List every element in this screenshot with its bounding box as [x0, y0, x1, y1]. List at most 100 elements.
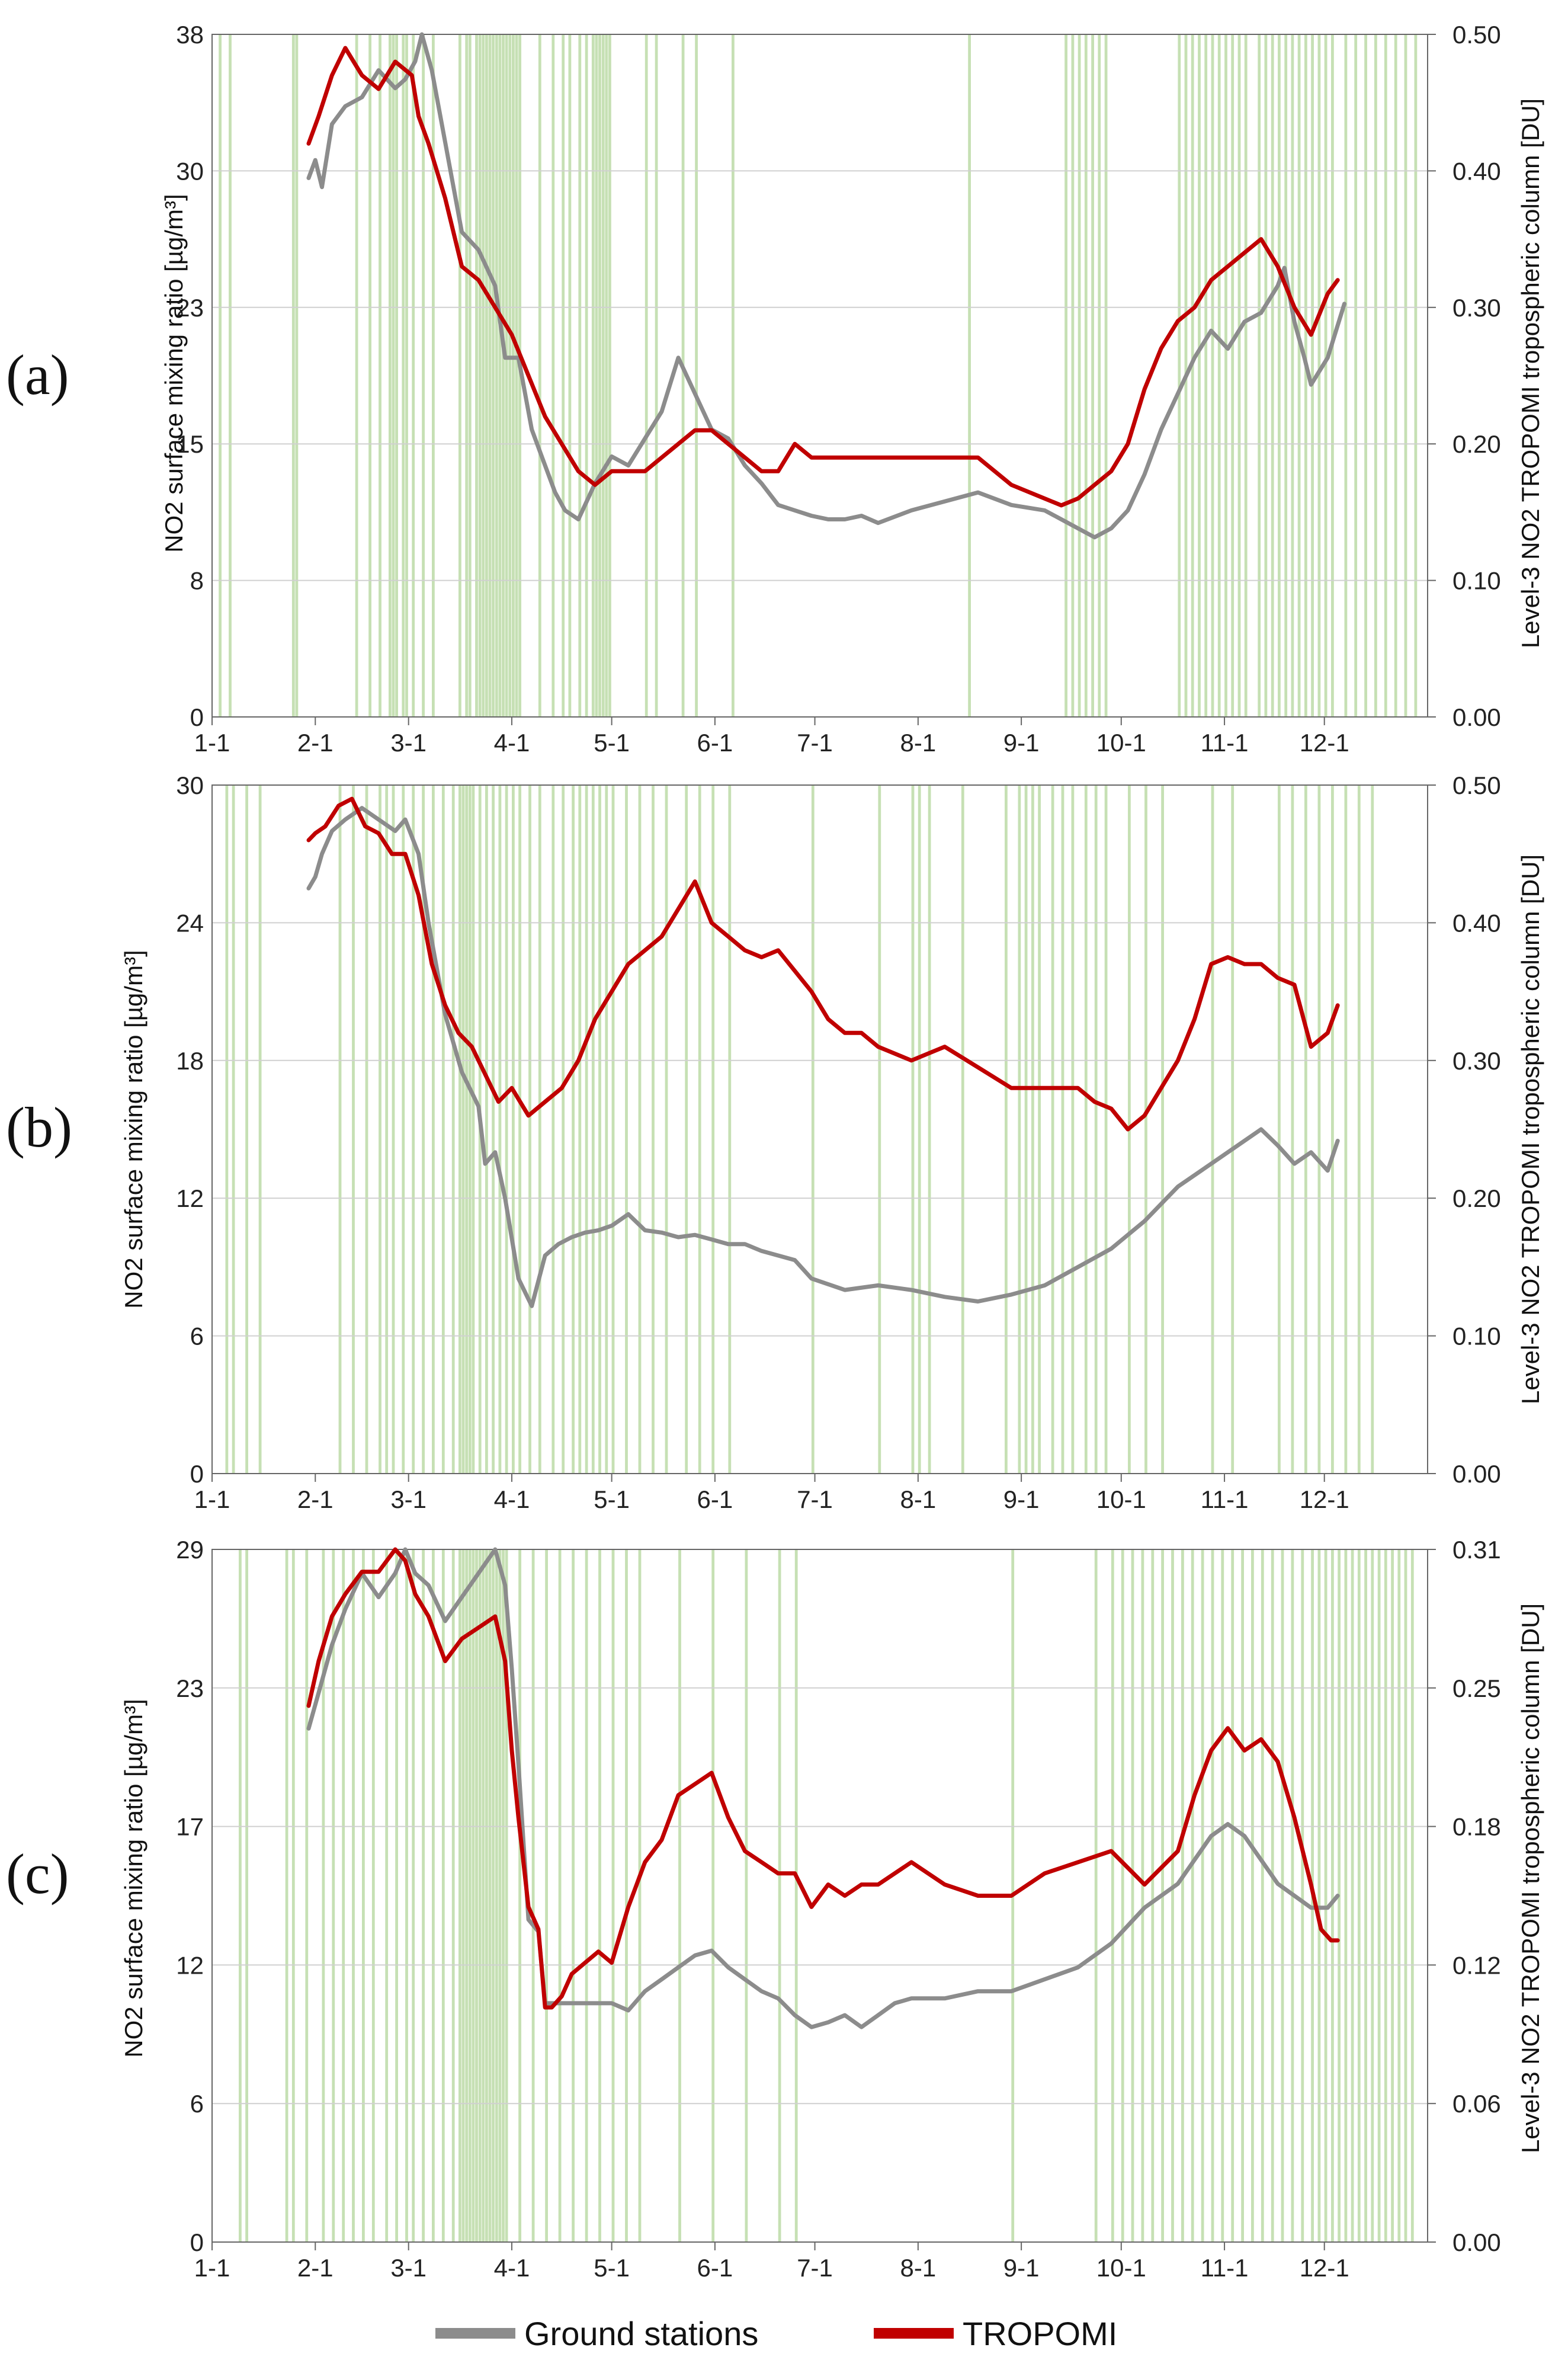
panel-b-x-tick-label-4: 5-1 — [594, 1485, 630, 1513]
legend: Ground stations TROPOMI — [435, 2315, 1117, 2352]
panel-b-shaded-band-41 — [652, 785, 655, 1474]
panel-c-shaded-band-13 — [405, 1549, 408, 2242]
panel-c-shaded-band-26 — [482, 1549, 485, 2242]
panel-b-x-tick-label-6: 7-1 — [797, 1485, 833, 1513]
panel-b-shaded-band-37 — [605, 785, 608, 1474]
panel-b-shaded-band-14 — [441, 785, 445, 1474]
panel-b-shaded-band-24 — [498, 785, 502, 1474]
panel-c-shaded-band-6 — [332, 1549, 335, 2242]
panel-a-shaded-band-83 — [1374, 34, 1377, 717]
panel-a-shaded-band-82 — [1364, 34, 1367, 717]
panel-b-shaded-band-22 — [485, 785, 488, 1474]
panel-b-shaded-band-70 — [1291, 785, 1294, 1474]
panel-c-x-tick-label-7: 8-1 — [900, 2254, 936, 2282]
panel-b-shaded-band-19 — [468, 785, 472, 1474]
panel-c-shaded-band-57 — [1171, 1549, 1174, 2242]
panel-c-right-axis-title: Level-3 NO2 TROPOMI tropospheric column … — [1516, 1603, 1544, 2153]
panel-c-shaded-band-24 — [475, 1549, 478, 2242]
panel-b-shaded-band-62 — [1094, 785, 1098, 1474]
panel-c-left-tick-label-0: 0 — [190, 2228, 204, 2256]
panel-c-shaded-band-64 — [1241, 1549, 1244, 2242]
panel-c-left-tick-label-1: 6 — [190, 2090, 204, 2118]
panel-b-right-tick-label-1: 0.10 — [1452, 1322, 1501, 1350]
panel-c-shaded-band-82 — [1384, 1549, 1387, 2242]
panel-b-shaded-band-33 — [578, 785, 582, 1474]
panel-a-shaded-band-10 — [402, 34, 405, 717]
panel-c-shaded-band-23 — [472, 1549, 475, 2242]
panel-a-series-tropomi-line — [306, 46, 1340, 508]
panel-b-shaded-band-72 — [1317, 785, 1321, 1474]
panel-a-shaded-band-53 — [1084, 34, 1088, 717]
panel-c-shaded-band-21 — [465, 1549, 469, 2242]
panel-b-shaded-band-6 — [365, 785, 368, 1474]
panel-c-shaded-band-78 — [1357, 1549, 1361, 2242]
panel-a-shaded-band-69 — [1264, 34, 1268, 717]
panel-c-shaded-band-37 — [558, 1549, 562, 2242]
panel-c-right-tick-label-4: 0.25 — [1452, 1674, 1501, 1702]
panel-a-shaded-band-38 — [591, 34, 595, 717]
panel-b-shaded-band-15 — [451, 785, 455, 1474]
panel-b-shaded-band-46 — [728, 785, 732, 1474]
panel-a-shaded-band-47 — [695, 34, 698, 717]
panel-c-shaded-band-59 — [1191, 1549, 1194, 2242]
panel-b-shaded-band-32 — [572, 785, 575, 1474]
legend-tropomi-label: TROPOMI — [963, 2315, 1117, 2352]
panel-c-shaded-band-1 — [245, 1549, 248, 2242]
panel-a-shaded-band-6 — [379, 34, 381, 717]
panel-a-shaded-band-14 — [432, 34, 435, 717]
panel-b-shaded-band-73 — [1331, 785, 1334, 1474]
panel-a-plot: 0 0.00 8 0.10 15 0.20 23 0.30 30 0.40 38 0.50 1-1 2-1… — [176, 21, 1500, 757]
panel-c-x-tick-label-2: 3-1 — [390, 2254, 427, 2282]
panel-c-shaded-band-16 — [432, 1549, 435, 2242]
panel-c-shaded-band-58 — [1181, 1549, 1184, 2242]
panel-c-shaded-band-10 — [371, 1549, 375, 2242]
panel-b-shaded-band-59 — [1061, 785, 1064, 1474]
panel-a-shaded-band-15 — [458, 34, 461, 717]
panel-a-shaded-band-65 — [1231, 34, 1234, 717]
panel-a-right-tick-label-2: 0.20 — [1452, 430, 1501, 458]
panel-c-shaded-band-7 — [342, 1549, 345, 2242]
panel-c-shaded-band-31 — [498, 1549, 502, 2242]
panel-c-shaded-band-66 — [1261, 1549, 1264, 2242]
panel-a-x-tick-label-1: 2-1 — [297, 729, 334, 757]
panel-b-shaded-band-27 — [518, 785, 521, 1474]
panel-b-shaded-band-20 — [472, 785, 475, 1474]
panel-b-shaded-band-60 — [1071, 785, 1075, 1474]
panel-a-shaded-band-54 — [1091, 34, 1094, 717]
panel-b-series-ground-line — [306, 806, 1340, 1308]
panel-c-right-tick-label-1: 0.06 — [1452, 2090, 1501, 2118]
panel-b-x-tick-label-1: 2-1 — [297, 1485, 334, 1513]
panel-b-shaded-band-48 — [878, 785, 881, 1474]
panel-a-shaded-band-84 — [1384, 34, 1387, 717]
panel-a-shaded-band-37 — [585, 34, 588, 717]
panel-a-left-tick-label-3: 23 — [176, 294, 204, 322]
panel-a-shaded-band-34 — [562, 34, 565, 717]
panel-b-shaded-band-45 — [711, 785, 715, 1474]
panel-c-shaded-band-3 — [291, 1549, 295, 2242]
panel-b-shaded-band-25 — [505, 785, 508, 1474]
panel-a-shaded-band-5 — [368, 34, 371, 717]
panel-b-right-tick-label-4: 0.40 — [1452, 909, 1501, 937]
panel-a-x-tick-label-7: 8-1 — [900, 729, 936, 757]
panel-b-shaded-band-38 — [611, 785, 615, 1474]
panel-a-left-tick-label-0: 0 — [190, 703, 204, 731]
panel-a-shaded-band-74 — [1297, 34, 1301, 717]
panel-b-shaded-band-53 — [1005, 785, 1008, 1474]
panel-b-shaded-band-11 — [412, 785, 415, 1474]
panel-a-shaded-band-52 — [1078, 34, 1081, 717]
panel-a-shaded-band-29 — [512, 34, 515, 717]
panel-c-shaded-band-30 — [495, 1549, 498, 2242]
panel-b-x-tick-label-9: 10-1 — [1096, 1485, 1146, 1513]
panel-c-shaded-band-86 — [1410, 1549, 1414, 2242]
panel-a-shaded-band-75 — [1304, 34, 1307, 717]
panel-a-shaded-band-57 — [1178, 34, 1181, 717]
panel-b-shaded-band-10 — [402, 785, 405, 1474]
panel-b-left-axis-title: NO2 surface mixing ratio [µg/m³] — [120, 950, 147, 1308]
panel-b-left-tick-label-5: 30 — [176, 771, 204, 799]
panel-b-right-axis-title: Level-3 NO2 TROPOMI tropospheric column … — [1516, 854, 1544, 1404]
panel-a-shaded-band-33 — [551, 34, 555, 717]
panel-b-shaded-band-12 — [422, 785, 425, 1474]
panel-a-x-tick-label-8: 9-1 — [1003, 729, 1040, 757]
panel-c-shaded-band-67 — [1271, 1549, 1274, 2242]
